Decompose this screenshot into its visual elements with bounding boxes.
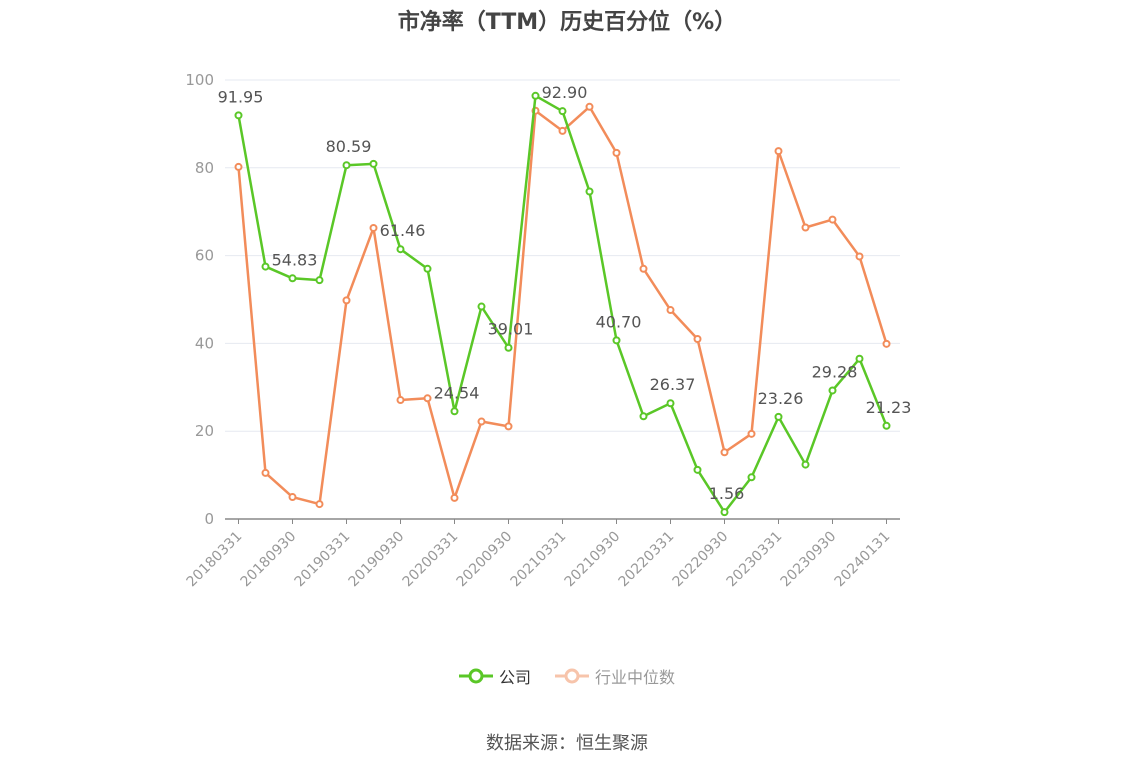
company-point [612, 336, 621, 345]
company-point [720, 508, 729, 517]
data-label: 23.26 [758, 389, 804, 408]
data-label: 24.54 [434, 383, 480, 402]
y-tick-label: 40 [195, 334, 214, 352]
company-point [747, 473, 756, 482]
industry-point [477, 417, 486, 426]
company-point [531, 91, 540, 100]
industry-point [585, 102, 594, 111]
line-chart: 0 20 40 60 80 100 2018033120180930201903312019… [184, 71, 912, 590]
industry-point [423, 394, 432, 403]
company-point [666, 399, 675, 408]
data-label: 21.23 [866, 398, 912, 417]
company-point [882, 421, 891, 430]
legend-industry-label: 行业中位数 [595, 668, 676, 687]
industry-point [450, 493, 459, 502]
data-label: 40.70 [596, 312, 642, 331]
company-point [423, 264, 432, 273]
data-label: 91.95 [218, 87, 264, 106]
company-point [315, 276, 324, 285]
x-tick-label: 20210331 [508, 529, 570, 591]
industry-point [774, 147, 783, 156]
y-tick-label: 0 [204, 510, 214, 528]
data-source: 数据来源：恒生聚源 [486, 733, 648, 754]
industry-point [666, 306, 675, 315]
company-point [693, 465, 702, 474]
legend: 公司 行业中位数 [0, 664, 1134, 688]
legend-item-company[interactable]: 公司 [458, 664, 531, 688]
data-label: 92.90 [542, 83, 588, 102]
data-label: 29.28 [812, 362, 858, 381]
company-point [558, 107, 567, 116]
company-point [396, 245, 405, 254]
legend-item-industry[interactable]: 行业中位数 [555, 664, 675, 688]
data-label: 80.59 [326, 137, 372, 156]
company-point [855, 354, 864, 363]
x-tick-label: 20210930 [562, 529, 624, 591]
industry-point [612, 148, 621, 157]
data-label: 39.01 [488, 320, 534, 339]
chart-title: 市净率（TTM）历史百分位（%） [397, 10, 737, 35]
y-tick-label: 60 [195, 247, 214, 265]
x-tick-label: 20230331 [724, 529, 786, 591]
industry-point [288, 493, 297, 502]
industry-point [639, 264, 648, 273]
x-tick-label: 20180331 [184, 529, 246, 591]
company-point [369, 159, 378, 168]
x-tick-label: 20200930 [454, 529, 516, 591]
industry-point [396, 396, 405, 405]
industry-point [369, 223, 378, 232]
company-point [234, 111, 243, 120]
data-label: 61.46 [380, 221, 426, 240]
x-tick-label: 20180930 [238, 529, 300, 591]
axis-layer: 0 20 40 60 80 100 2018033120180930201903312019… [184, 71, 900, 590]
industry-point [558, 126, 567, 135]
x-tick-label: 20200331 [400, 529, 462, 591]
company-point [774, 412, 783, 421]
industry-point [801, 223, 810, 232]
series-line-industry [237, 105, 888, 506]
company-point [828, 386, 837, 395]
y-tick-label: 20 [195, 422, 214, 440]
data-label: 1.56 [709, 484, 745, 503]
y-tick-label: 100 [185, 71, 214, 89]
company-point [288, 274, 297, 283]
company-point [450, 407, 459, 416]
y-tick-label: 80 [195, 159, 214, 177]
x-tick-label: 20190331 [292, 529, 354, 591]
industry-point [315, 500, 324, 509]
industry-point [882, 339, 891, 348]
x-tick-label: 20230930 [778, 529, 840, 591]
series-layer [234, 91, 891, 517]
industry-point [747, 429, 756, 438]
industry-point [261, 468, 270, 477]
company-point [261, 262, 270, 271]
company-point [504, 343, 513, 352]
data-label: 54.83 [272, 250, 318, 269]
industry-point [693, 335, 702, 344]
legend-industry-marker-icon [555, 668, 589, 684]
data-label: 26.37 [650, 375, 696, 394]
company-point [801, 460, 810, 469]
x-tick-label: 20190930 [346, 529, 408, 591]
industry-point [342, 296, 351, 305]
legend-company-marker-icon [458, 668, 493, 684]
company-point [342, 161, 351, 170]
industry-point [720, 448, 729, 457]
series-line-company [237, 94, 888, 514]
company-point [585, 187, 594, 196]
x-tick-label: 20220930 [670, 529, 732, 591]
legend-company-label: 公司 [498, 668, 531, 687]
industry-point [234, 162, 243, 171]
company-point [477, 302, 486, 311]
industry-point [828, 215, 837, 224]
industry-point [504, 422, 513, 431]
x-tick-label: 20240131 [832, 529, 894, 591]
data-label-layer: 91.95 54.83 80.59 61.46 24.54 39.01 92.90 40.70… [218, 83, 912, 503]
company-point [639, 412, 648, 421]
industry-point [855, 252, 864, 261]
x-tick-label: 20220331 [616, 529, 678, 591]
